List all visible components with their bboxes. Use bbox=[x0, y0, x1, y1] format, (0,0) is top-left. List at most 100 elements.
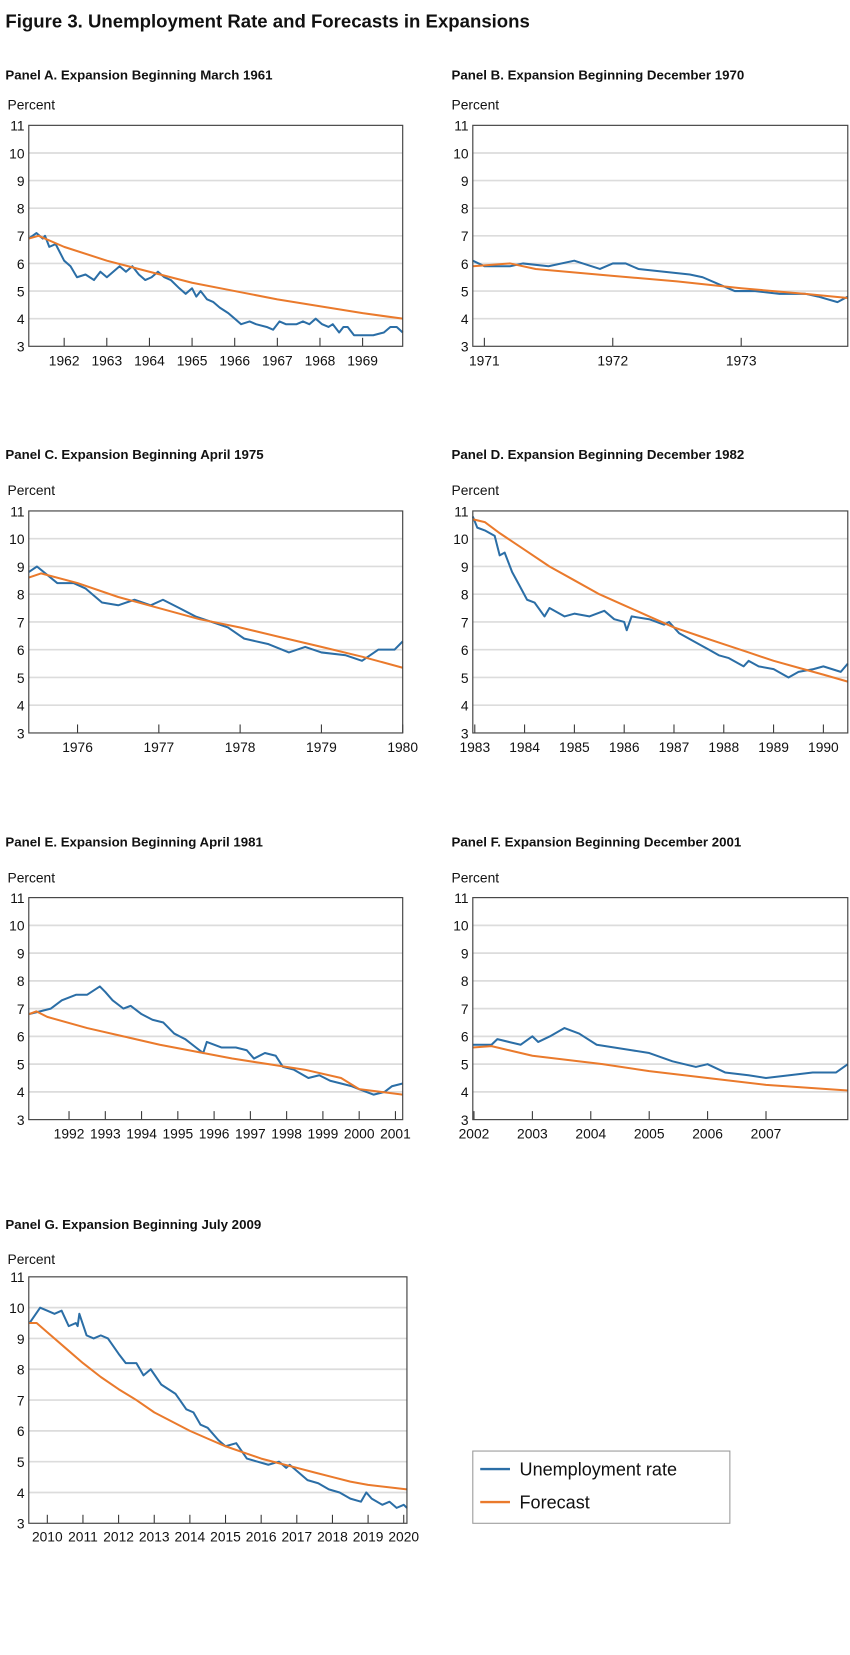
plot-frame bbox=[472, 510, 849, 734]
y-tick-label: 6 bbox=[461, 1030, 469, 1045]
y-tick-label: 3 bbox=[17, 1113, 25, 1128]
y-tick-label: 8 bbox=[461, 202, 469, 217]
y-tick-label: 10 bbox=[453, 919, 469, 934]
forecast-line bbox=[472, 1045, 848, 1092]
x-tick-label: 1973 bbox=[726, 353, 757, 368]
y-tick-label: 5 bbox=[461, 1057, 469, 1072]
y-axis-unit-label: Percent bbox=[8, 1252, 56, 1267]
y-axis-unit-label: Percent bbox=[8, 483, 56, 498]
x-tick-label: 2018 bbox=[317, 1529, 348, 1544]
x-tick-label: 1984 bbox=[509, 740, 540, 755]
y-tick-label: 3 bbox=[17, 340, 25, 355]
y-tick-label: 7 bbox=[17, 1393, 25, 1408]
x-tick-label: 1963 bbox=[91, 353, 122, 368]
x-tick-label: 2019 bbox=[353, 1529, 384, 1544]
y-tick-label: 6 bbox=[17, 643, 25, 658]
forecast-line bbox=[472, 262, 848, 299]
x-tick-label: 1966 bbox=[219, 353, 250, 368]
y-tick-label: 6 bbox=[17, 257, 25, 272]
x-tick-label: 1969 bbox=[347, 353, 378, 368]
x-tick-label: 1996 bbox=[199, 1127, 230, 1142]
x-tick-label: 1999 bbox=[308, 1127, 339, 1142]
x-tick-label: 1997 bbox=[235, 1127, 266, 1142]
unemployment-rate-line bbox=[472, 1027, 849, 1079]
y-tick-label: 10 bbox=[453, 146, 469, 161]
y-axis-unit-label: Percent bbox=[8, 871, 56, 886]
x-tick-label: 2004 bbox=[575, 1127, 606, 1142]
y-tick-label: 5 bbox=[17, 671, 25, 686]
y-tick-label: 9 bbox=[461, 174, 469, 189]
y-tick-label: 4 bbox=[461, 1085, 469, 1100]
x-tick-label: 2003 bbox=[517, 1127, 548, 1142]
x-tick-label: 2020 bbox=[388, 1529, 419, 1544]
legend-label-forecast: Forecast bbox=[520, 1492, 590, 1512]
y-tick-label: 11 bbox=[10, 1270, 24, 1285]
x-tick-label: 1971 bbox=[469, 353, 500, 368]
y-tick-label: 4 bbox=[17, 1085, 25, 1100]
panel-d: Panel D. Expansion Beginning December 19… bbox=[452, 447, 849, 755]
y-tick-label: 8 bbox=[461, 588, 469, 603]
x-tick-label: 2012 bbox=[103, 1529, 134, 1544]
y-tick-label: 8 bbox=[17, 1363, 25, 1378]
y-tick-label: 4 bbox=[17, 1486, 25, 1501]
panel-c: Panel C. Expansion Beginning April 1975 P… bbox=[5, 447, 418, 755]
x-tick-label: 2017 bbox=[281, 1529, 312, 1544]
panel-title: Panel G. Expansion Beginning July 2009 bbox=[5, 1217, 261, 1232]
y-tick-label: 3 bbox=[17, 1517, 25, 1532]
x-tick-label: 2014 bbox=[175, 1529, 206, 1544]
x-tick-label: 1989 bbox=[758, 740, 789, 755]
x-tick-label: 1964 bbox=[134, 353, 165, 368]
x-tick-label: 1985 bbox=[559, 740, 590, 755]
x-tick-label: 1976 bbox=[62, 740, 93, 755]
x-tick-label: 2010 bbox=[32, 1529, 63, 1544]
panel-title: Panel E. Expansion Beginning April 1981 bbox=[5, 835, 263, 850]
x-tick-label: 1987 bbox=[659, 740, 690, 755]
legend-box bbox=[472, 1450, 731, 1524]
panel-title: Panel B. Expansion Beginning December 19… bbox=[452, 68, 745, 83]
plot-frame bbox=[472, 124, 849, 347]
plot-frame bbox=[28, 1276, 408, 1524]
unemployment-rate-line bbox=[28, 985, 403, 1096]
forecast-line bbox=[28, 1322, 408, 1491]
x-tick-label: 1998 bbox=[271, 1127, 302, 1142]
x-tick-label: 2001 bbox=[380, 1127, 411, 1142]
y-tick-label: 7 bbox=[461, 229, 469, 244]
y-tick-label: 5 bbox=[17, 1057, 25, 1072]
panels: Panel A. Expansion Beginning March 1961 P… bbox=[5, 68, 849, 1544]
y-tick-label: 9 bbox=[17, 946, 25, 961]
x-tick-label: 1983 bbox=[459, 740, 490, 755]
y-tick-label: 10 bbox=[9, 532, 25, 547]
x-tick-label: 1972 bbox=[597, 353, 628, 368]
unemployment-rate-line bbox=[28, 565, 404, 662]
y-tick-label: 9 bbox=[461, 946, 469, 961]
y-tick-label: 7 bbox=[461, 1002, 469, 1017]
x-tick-label: 2007 bbox=[751, 1127, 782, 1142]
legend: Unemployment rate Forecast bbox=[472, 1450, 731, 1524]
y-tick-label: 8 bbox=[17, 588, 25, 603]
y-tick-label: 9 bbox=[17, 560, 25, 575]
unemployment-rate-line bbox=[28, 232, 404, 337]
y-tick-label: 6 bbox=[461, 257, 469, 272]
forecast-line bbox=[28, 572, 403, 669]
panel-title: Panel D. Expansion Beginning December 19… bbox=[452, 447, 745, 462]
y-tick-label: 9 bbox=[17, 1332, 25, 1347]
x-tick-label: 1988 bbox=[708, 740, 739, 755]
plot-frame bbox=[28, 510, 404, 734]
y-tick-label: 8 bbox=[17, 974, 25, 989]
y-tick-label: 11 bbox=[454, 504, 468, 519]
y-tick-label: 9 bbox=[461, 560, 469, 575]
legend-label-unemployment: Unemployment rate bbox=[520, 1459, 677, 1479]
y-axis-unit-label: Percent bbox=[452, 483, 500, 498]
x-tick-label: 2016 bbox=[246, 1529, 277, 1544]
y-tick-label: 11 bbox=[454, 891, 468, 906]
x-tick-label: 2002 bbox=[459, 1127, 490, 1142]
y-tick-label: 4 bbox=[461, 312, 469, 327]
x-tick-label: 2005 bbox=[634, 1127, 665, 1142]
y-tick-label: 11 bbox=[10, 119, 24, 134]
panel-title: Panel A. Expansion Beginning March 1961 bbox=[5, 68, 273, 83]
panel-g: Panel G. Expansion Beginning July 2009 Pe… bbox=[5, 1217, 419, 1544]
x-tick-label: 1994 bbox=[126, 1127, 157, 1142]
y-tick-label: 10 bbox=[9, 146, 25, 161]
y-tick-label: 7 bbox=[17, 229, 25, 244]
